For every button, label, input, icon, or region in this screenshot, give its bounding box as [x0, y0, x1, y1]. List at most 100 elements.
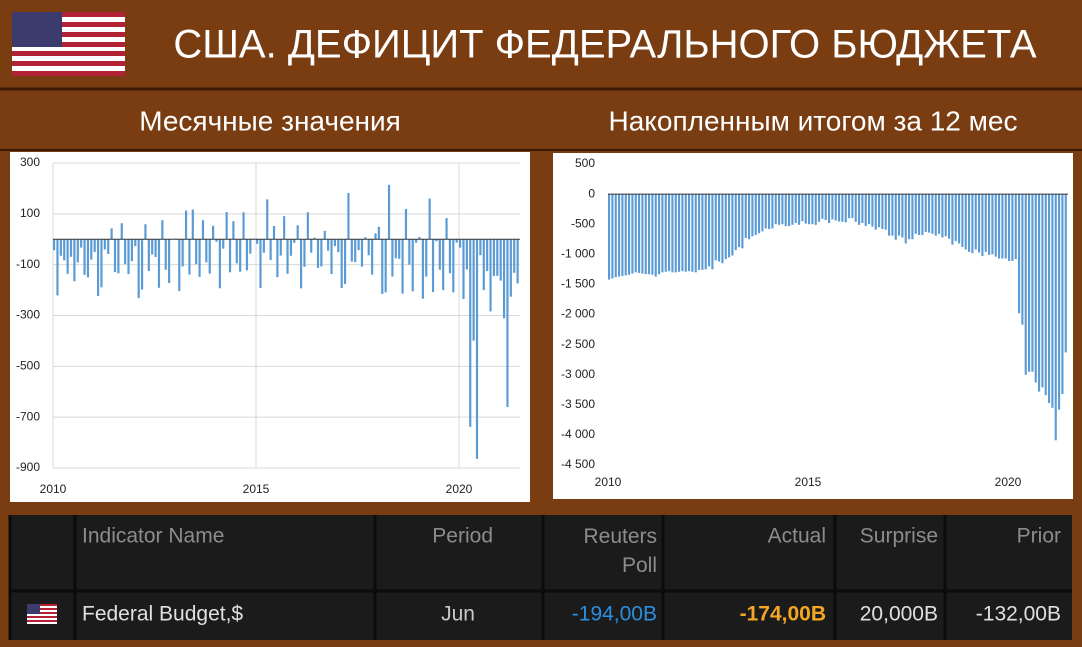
bar: [462, 239, 465, 299]
y-tick-label: -500: [16, 359, 40, 373]
bar: [968, 194, 971, 252]
bar: [731, 194, 734, 256]
bar: [718, 194, 721, 262]
chart-title: Месячные значения: [139, 105, 401, 136]
bar: [117, 239, 120, 274]
y-tick-label: -3 000: [561, 367, 595, 381]
bar: [256, 239, 259, 244]
table-cell: -132,00B: [976, 603, 1061, 626]
column-header: Period: [432, 525, 493, 548]
bar: [748, 194, 751, 240]
bar: [921, 194, 924, 236]
bar: [313, 237, 316, 240]
y-tick-label: 0: [588, 186, 595, 200]
bar: [991, 194, 994, 255]
chart-panel: [10, 152, 530, 502]
bar: [758, 194, 761, 234]
bar: [93, 239, 96, 252]
bar: [259, 239, 262, 289]
bar: [1058, 194, 1061, 410]
bar: [347, 192, 350, 240]
table-cell: -174,00B: [740, 603, 826, 626]
bar: [734, 194, 737, 251]
x-tick-label: 2015: [243, 482, 270, 496]
column-header: Reuters Poll: [583, 525, 657, 577]
bar: [791, 194, 794, 225]
bar: [228, 239, 232, 273]
bar: [778, 194, 781, 225]
y-tick-label: -700: [16, 409, 40, 423]
bar: [964, 194, 967, 250]
bar: [934, 194, 937, 236]
bar: [391, 239, 394, 277]
bar: [1001, 194, 1004, 259]
bar: [489, 239, 492, 312]
bar: [411, 239, 414, 292]
bar: [668, 194, 671, 272]
bar: [988, 194, 991, 255]
bar: [340, 239, 343, 289]
bar: [704, 194, 707, 270]
bar: [958, 194, 961, 244]
us-flag: [12, 12, 125, 76]
table-cell: 20,000B: [860, 603, 938, 626]
bar: [648, 194, 651, 275]
bar: [761, 194, 764, 232]
bar: [741, 194, 744, 249]
bar: [357, 239, 360, 251]
bar: [914, 194, 917, 234]
bar: [751, 194, 754, 237]
bar: [971, 194, 974, 254]
y-tick-label: -2 500: [561, 337, 595, 351]
y-tick-label: -900: [16, 460, 40, 474]
bar: [438, 239, 441, 270]
bar: [1054, 194, 1057, 441]
bar: [1018, 194, 1021, 314]
bar: [516, 239, 519, 284]
bar: [954, 194, 957, 242]
bar: [828, 194, 831, 223]
bar: [634, 194, 637, 273]
bar: [938, 194, 941, 234]
bar: [113, 239, 117, 273]
bar: [343, 239, 347, 284]
bar: [289, 239, 293, 256]
bar: [350, 239, 353, 262]
table-cell: Jun: [441, 603, 475, 626]
bar: [323, 230, 326, 240]
bar: [178, 239, 181, 292]
bar: [235, 239, 238, 264]
bar: [218, 239, 221, 289]
bar: [215, 239, 218, 242]
y-tick-label: -4 500: [561, 457, 595, 471]
bar: [884, 194, 887, 230]
bar: [140, 239, 144, 290]
bar: [664, 194, 667, 272]
bar: [684, 194, 687, 272]
bar: [299, 239, 303, 289]
bar: [841, 194, 844, 222]
bar: [798, 194, 801, 225]
bar: [1024, 194, 1027, 375]
bar: [286, 239, 289, 274]
bar: [711, 194, 714, 270]
bar: [337, 239, 340, 253]
bar: [1011, 194, 1014, 261]
bar: [124, 239, 127, 265]
bar: [120, 223, 123, 240]
bar: [868, 194, 871, 225]
bar: [310, 239, 313, 253]
bar: [374, 233, 377, 240]
bar: [283, 216, 286, 240]
y-tick-label: -1 000: [561, 246, 595, 260]
bar: [201, 220, 205, 240]
bar: [861, 194, 864, 223]
bar: [904, 194, 907, 244]
bar: [1041, 194, 1044, 388]
bar: [764, 194, 767, 229]
bar: [611, 194, 614, 279]
bar: [724, 194, 727, 260]
bar: [941, 194, 944, 238]
bar: [130, 239, 133, 262]
bar: [981, 194, 984, 257]
